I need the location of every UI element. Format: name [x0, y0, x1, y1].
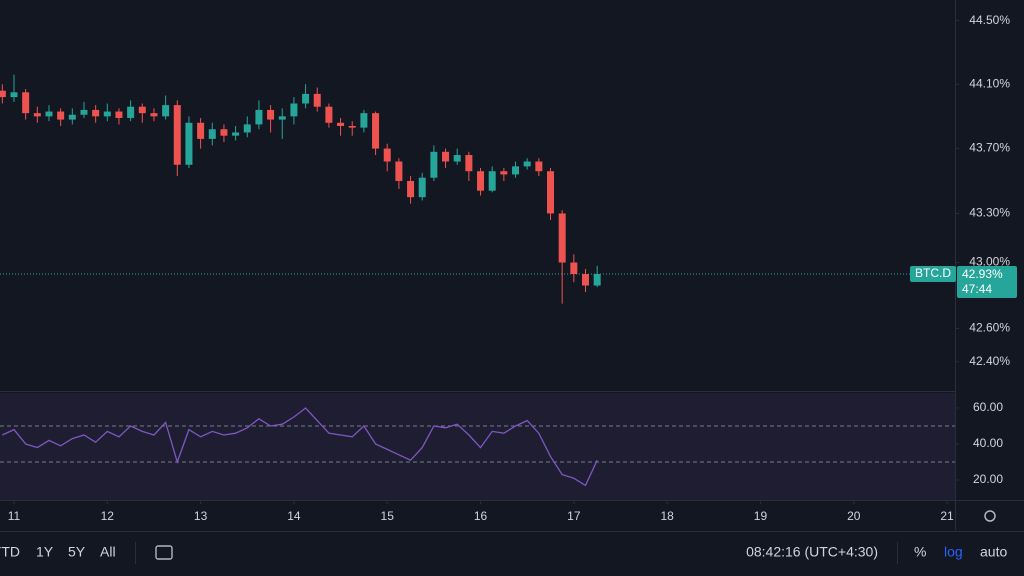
candle-body: [558, 213, 566, 263]
candle-body: [442, 151, 450, 162]
candle-body: [243, 124, 251, 133]
candle-body: [267, 109, 275, 120]
rsi-background: [0, 393, 955, 500]
rsi-tick-label: 60.00: [973, 400, 1003, 414]
candle-body: [22, 92, 30, 114]
candle-body: [197, 122, 205, 139]
candle-body: [150, 113, 158, 117]
candle-body: [418, 177, 426, 198]
candle-body: [465, 155, 473, 172]
x-tick-label: 15: [381, 509, 395, 523]
candle-body: [185, 122, 193, 165]
candle-body: [290, 103, 298, 117]
candle-body: [68, 114, 76, 120]
x-tick-label: 14: [287, 509, 301, 523]
goto-date-icon[interactable]: [155, 545, 173, 560]
percent-toggle[interactable]: %: [914, 544, 926, 560]
candle-body: [477, 171, 485, 191]
x-tick-label: 13: [194, 509, 208, 523]
candle-body: [127, 106, 135, 118]
candle-body: [255, 109, 263, 125]
countdown: 47:44: [962, 282, 992, 296]
y-tick-label: 44.50%: [969, 13, 1010, 27]
candle-body: [33, 113, 41, 117]
x-tick-label: 21: [940, 509, 954, 523]
candle-body: [582, 274, 590, 286]
candle-body: [547, 171, 555, 214]
candle-body: [302, 93, 310, 104]
x-tick-label: 17: [567, 509, 581, 523]
x-tick-label: 19: [754, 509, 768, 523]
settings-icon[interactable]: [984, 510, 996, 522]
clock[interactable]: 08:42:16 (UTC+4:30): [746, 544, 878, 560]
candle-body: [348, 126, 356, 128]
candle-body: [92, 109, 100, 117]
x-tick-label: 18: [660, 509, 674, 523]
x-tick-label: 20: [847, 509, 861, 523]
rsi-tick-label: 20.00: [973, 472, 1003, 486]
candle-body: [372, 113, 380, 149]
candle-body: [430, 151, 438, 178]
x-tick-label: 11: [8, 509, 21, 523]
range-button[interactable]: 1Y: [36, 544, 54, 560]
candle-body: [138, 106, 146, 114]
y-tick-label: 43.30%: [969, 206, 1010, 220]
symbol-label: BTC.D: [915, 266, 951, 280]
rsi-tick-label: 40.00: [973, 436, 1003, 450]
candle-body: [512, 166, 520, 175]
candle-body: [313, 93, 321, 107]
candle-body: [80, 109, 88, 115]
candle-body: [407, 180, 415, 198]
range-button[interactable]: 5Y: [68, 544, 86, 560]
candle-body: [383, 148, 391, 162]
candle-body: [0, 90, 6, 98]
price-badge: [957, 266, 1017, 299]
candle-body: [232, 132, 240, 136]
candle-body: [10, 92, 18, 98]
price-label: 42.93%: [962, 267, 1003, 281]
x-tick-label: 16: [474, 509, 488, 523]
rsi-line: [2, 407, 598, 487]
candle-body: [115, 111, 123, 118]
candle-body: [360, 113, 368, 128]
log-toggle[interactable]: log: [944, 544, 963, 560]
auto-toggle[interactable]: auto: [980, 544, 1007, 560]
candle-body: [325, 106, 333, 123]
range-button[interactable]: YTD: [0, 544, 20, 560]
y-tick-label: 42.40%: [969, 354, 1010, 368]
candle-body: [535, 161, 543, 172]
candle-body: [162, 105, 170, 117]
candle-body: [103, 111, 111, 117]
y-tick-label: 42.60%: [969, 321, 1010, 335]
candle-body: [593, 274, 601, 286]
candle-body: [173, 105, 181, 165]
y-tick-label: 44.10%: [969, 76, 1010, 90]
y-tick-label: 43.70%: [969, 141, 1010, 155]
candle-body: [208, 129, 216, 139]
candle-body: [453, 155, 461, 162]
y-tick-label: 43.00%: [969, 255, 1010, 269]
candle-body: [45, 111, 53, 117]
candle-body: [395, 161, 403, 181]
candle-body: [500, 171, 508, 175]
symbol-badge: [910, 266, 956, 283]
x-tick-label: 12: [101, 509, 115, 523]
candle-body: [278, 116, 286, 120]
candle-body: [337, 122, 345, 127]
candle-body: [523, 161, 531, 167]
candle-body: [57, 111, 65, 120]
candle-body: [220, 129, 228, 136]
range-button[interactable]: All: [100, 544, 116, 560]
candle-body: [488, 171, 496, 191]
candle-body: [570, 262, 578, 275]
